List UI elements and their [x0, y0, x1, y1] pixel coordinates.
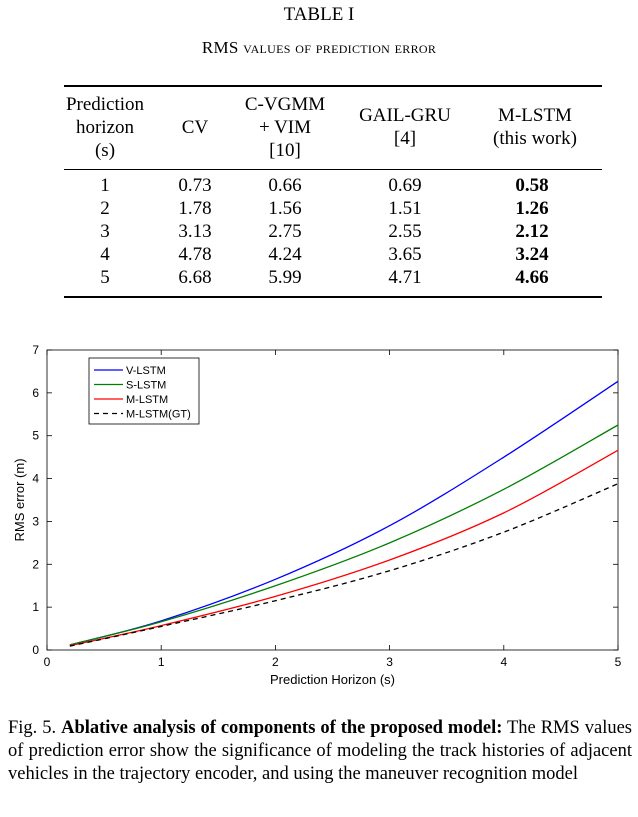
table-top-rule	[64, 85, 602, 87]
series-line-m-lstm-gt	[69, 483, 619, 647]
table-cell: 1.56	[268, 198, 302, 219]
figure-caption: Fig. 5. Ablative analysis of components …	[8, 717, 632, 786]
table-cell: 3.13	[178, 221, 212, 242]
y-tick-label: 1	[32, 600, 39, 614]
rms-error-line-chart: 0 1 2 3 4 5 0 1 2 3 4 5 6 7 Prediction Horizon (s) RMS …	[12, 343, 622, 687]
table-header-rule	[64, 169, 602, 170]
series-line-s-lstm	[69, 424, 619, 646]
x-tick-label: 4	[500, 655, 507, 669]
x-axis-label: Prediction Horizon (s)	[270, 672, 395, 687]
table-cell: 3	[100, 221, 110, 242]
y-axis-label: RMS error (m)	[12, 458, 27, 541]
y-tick-label: 5	[32, 429, 39, 443]
legend-label: M-LSTM	[126, 394, 168, 406]
table-cell-best: 3.24	[515, 244, 549, 265]
y-tick-label: 2	[32, 557, 39, 571]
figure-caption-bold: Ablative analysis of components of the p…	[61, 718, 503, 738]
table-cell: 5	[100, 267, 110, 288]
series-line-v-lstm	[69, 380, 619, 646]
x-tick-label: 2	[272, 655, 279, 669]
table-cell: 4.24	[268, 244, 302, 265]
plot-frame	[46, 349, 619, 651]
header-gail-gru: GAIL-GRU [4]	[359, 105, 451, 149]
x-tick-label: 1	[158, 655, 165, 669]
table-cell: 2.75	[268, 221, 302, 242]
table-cell: 1.51	[388, 198, 422, 219]
y-tick-label: 3	[32, 514, 39, 528]
table-cell: 0.66	[268, 175, 302, 196]
table-cell: 0.69	[388, 175, 422, 196]
table-cell-best: 2.12	[515, 221, 549, 242]
legend-label: M-LSTM(GT)	[126, 409, 191, 421]
table-cell-best: 4.66	[515, 267, 549, 288]
table-cell: 4.71	[388, 267, 422, 288]
table-title: TABLE I	[283, 4, 355, 25]
table-cell-best: 0.58	[515, 175, 549, 196]
header-prediction-horizon: Prediction horizon (s)	[65, 94, 145, 161]
figure-caption-text: The RMS values of prediction error show …	[8, 718, 632, 784]
header-m-lstm: M-LSTM (this work)	[493, 105, 577, 149]
table-cell-best: 1.26	[515, 198, 549, 219]
y-tick-label: 6	[32, 386, 39, 400]
table-cell: 4	[100, 244, 110, 265]
table-cell: 1.78	[178, 198, 212, 219]
legend-label: S-LSTM	[126, 380, 166, 392]
table-cell: 5.99	[268, 267, 302, 288]
table-cell: 2	[100, 198, 110, 219]
y-tick-label: 0	[32, 643, 39, 657]
table-cell: 6.68	[178, 267, 212, 288]
table-cell: 0.73	[178, 175, 212, 196]
table-cell: 2.55	[388, 221, 422, 242]
legend-label: V-LSTM	[126, 365, 166, 377]
figure-label: Fig. 5.	[8, 718, 57, 738]
x-tick-label: 0	[44, 655, 51, 669]
table-cell: 4.78	[178, 244, 212, 265]
series-line-m-lstm	[69, 449, 619, 647]
x-tick-label: 5	[615, 655, 622, 669]
header-cv: CV	[181, 117, 209, 138]
table-bottom-rule	[64, 296, 602, 298]
table-caption: RMS values of prediction error	[201, 38, 437, 57]
table-cell: 1	[100, 175, 110, 196]
header-c-vgmm-vim: C-VGMM + VIM [10]	[244, 94, 326, 161]
y-tick-label: 7	[32, 343, 39, 357]
y-tick-label: 4	[32, 472, 39, 486]
x-tick-label: 3	[386, 655, 393, 669]
table-cell: 3.65	[388, 244, 422, 265]
